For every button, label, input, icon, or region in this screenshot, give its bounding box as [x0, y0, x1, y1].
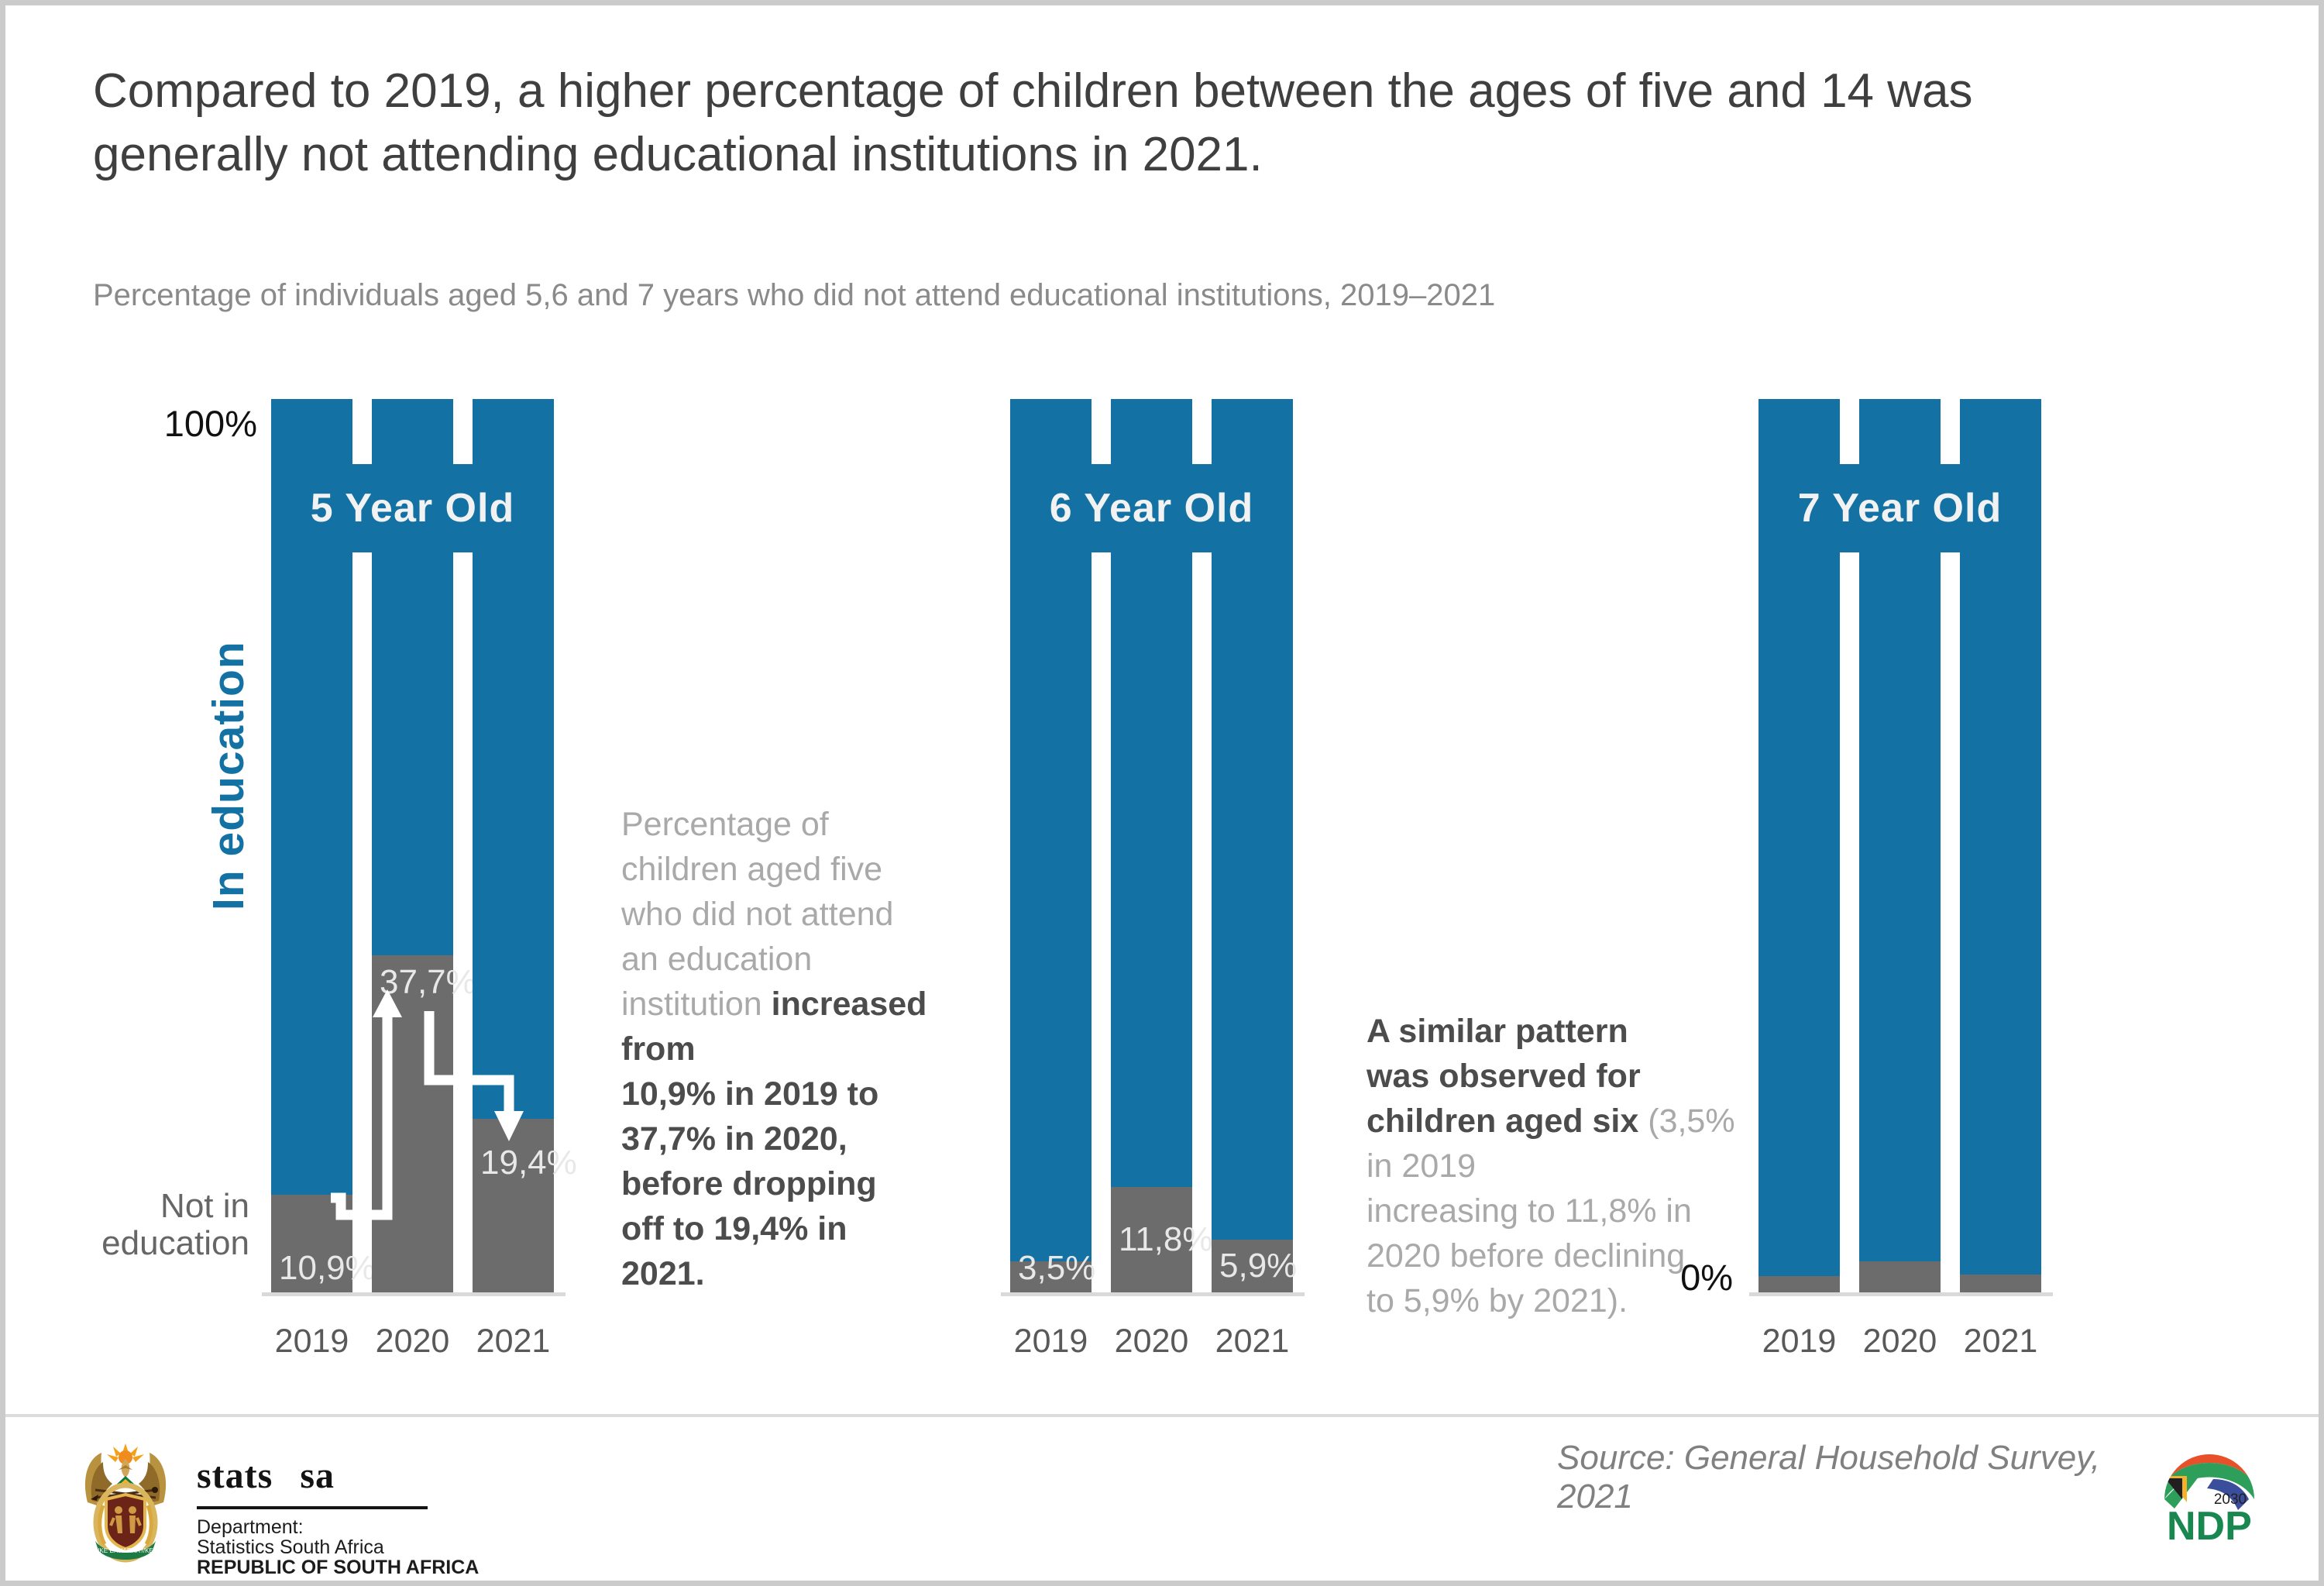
bar-value-label: 10,9%: [279, 1249, 376, 1287]
page-subtitle: Percentage of individuals aged 5,6 and 7…: [93, 278, 1496, 312]
x-axis-year-label: 2019: [1762, 1323, 1837, 1360]
annotation-age-five-emphasis: increased from 10,9% in 2019 to 37,7% in…: [621, 986, 927, 1292]
chart-group-title-band: 7 Year Old: [1758, 464, 2041, 552]
bar-segment-not-in-education: [1758, 1276, 1840, 1292]
annotation-age-six-emphasis: A similar pattern was observed for child…: [1367, 1013, 1641, 1140]
page-title: Compared to 2019, a higher percentage of…: [93, 64, 1973, 181]
ndp-name-text: NDP: [2167, 1504, 2252, 1549]
statssa-dept-line1: Department:: [197, 1516, 304, 1538]
bar-segment-not-in-education: 19,4%: [473, 1119, 577, 1292]
bar-segment-not-in-education: 5,9%: [1212, 1240, 1297, 1292]
chart-group-6-year-old: 3,5% 2019 11,8% 2020 5,9% 2021 6 Year Old: [1001, 399, 1305, 1360]
chart-group-title-band: 6 Year Old: [1010, 464, 1293, 552]
x-axis-baseline: [1001, 1292, 1305, 1296]
axis-0-label: 0%: [1680, 1257, 1733, 1298]
annotation-age-six: A similar pattern was observed for child…: [1367, 1009, 1738, 1323]
bar-segment-not-in-education: [1960, 1275, 2041, 1292]
axis-in-education-label: In education: [204, 641, 253, 910]
x-axis-baseline: [1749, 1292, 2053, 1296]
chart-group-title: 7 Year Old: [1797, 486, 2003, 531]
x-axis-year-label: 2020: [1114, 1323, 1189, 1360]
chart-group-title: 5 Year Old: [310, 486, 515, 531]
statssa-dept-line2: Statistics South Africa: [197, 1536, 384, 1558]
bar-segment-not-in-education: 11,8%: [1111, 1187, 1213, 1292]
ndp-2030-logo-icon: 2030 NDP: [2164, 1454, 2254, 1549]
annotation-age-five: Percentage of children aged five who did…: [621, 802, 954, 1296]
statssa-logo-block: stats sa Department: Statistics South Af…: [197, 1454, 479, 1578]
bar-segment-not-in-education: 3,5%: [1010, 1249, 1095, 1292]
x-axis-year-label: 2019: [274, 1323, 349, 1360]
bar-value-label: 5,9%: [1219, 1247, 1298, 1285]
south-africa-coat-of-arms-icon: !KE E: /XARRA //KE: [84, 1443, 167, 1563]
bar-value-label: 11,8%: [1119, 1220, 1213, 1258]
chart-group-5-year-old: 10,9% 2019 37,7% 2020 19,4% 2021 5 Year Old: [262, 399, 577, 1360]
x-axis-baseline: [262, 1292, 566, 1296]
bar-value-label: 19,4%: [480, 1144, 577, 1182]
x-axis-year-label: 2021: [1963, 1323, 2038, 1360]
bar-value-label: 37,7%: [380, 963, 476, 1001]
chart-group-title-band: 5 Year Old: [271, 464, 554, 552]
annotation-age-six-detail: (3,5% in 2019 increasing to 11,8% in 202…: [1367, 1103, 1735, 1319]
axis-100-label: 100%: [163, 403, 257, 444]
footer-divider: [5, 1414, 2319, 1417]
x-axis-year-label: 2020: [375, 1323, 450, 1360]
ndp-year-text: 2030: [2214, 1491, 2247, 1508]
chart-group-title: 6 Year Old: [1049, 486, 1254, 531]
statssa-wordmark: stats sa: [197, 1455, 335, 1496]
x-axis-year-label: 2021: [1215, 1323, 1290, 1360]
statssa-rule: [197, 1506, 428, 1509]
svg-text:!KE E: /XARRA //KE: !KE E: /XARRA //KE: [98, 1547, 153, 1554]
statssa-dept-line3: REPUBLIC OF SOUTH AFRICA: [197, 1557, 480, 1578]
bar-segment-not-in-education: 10,9%: [271, 1195, 376, 1292]
bar-value-label: 3,5%: [1018, 1249, 1096, 1287]
bar-segment-not-in-education: [1859, 1261, 1941, 1292]
axis-not-in-education-label: Not in education: [101, 1187, 249, 1262]
x-axis-year-label: 2021: [476, 1323, 551, 1360]
bar-segment-not-in-education: 37,7%: [372, 955, 476, 1292]
source-note: Source: General Household Survey, 2021: [1557, 1439, 2101, 1515]
chart-group-7-year-old: 2019 2020 2021 7 Year Old: [1749, 399, 2053, 1360]
annotation-age-five-intro: Percentage of children aged five who did…: [621, 806, 894, 1023]
x-axis-year-label: 2019: [1013, 1323, 1088, 1360]
x-axis-year-label: 2020: [1862, 1323, 1937, 1360]
